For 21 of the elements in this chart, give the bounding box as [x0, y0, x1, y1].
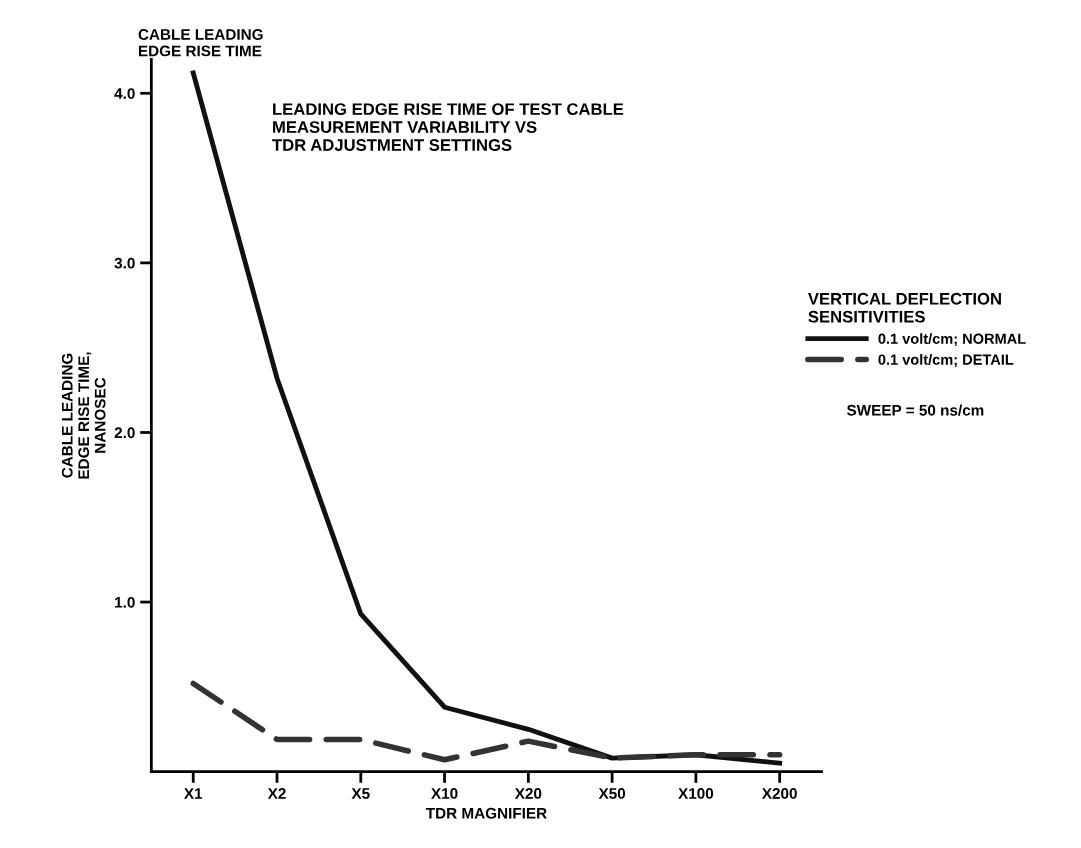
x-tick-label: X200 [761, 788, 797, 799]
x-tick-label: X1 [184, 788, 203, 799]
y-tick-label: 1.0 [115, 596, 135, 608]
x-tick-label: X5 [351, 788, 370, 799]
legend-title: VERTICAL DEFLECTION SENSITIVITIES [807, 292, 1001, 323]
y-tick-label: 3.0 [114, 257, 135, 269]
x-tick-label: X20 [514, 788, 542, 799]
x-tick-label: X2 [267, 788, 286, 799]
text: LEADING EDGE RISE TIME OF TEST CABLE MEASUREMENT VARIABILITY VS TDR ADJUSTMENT SETTINGS [272, 103, 624, 151]
legend-label: 0.1 volt/cm; DETAIL [878, 354, 1014, 367]
x-tick-label: X50 [598, 788, 626, 799]
legend-label: 0.1 volt/cm; NORMAL [878, 333, 1026, 347]
line-series [190, 70, 783, 766]
y-tick-label: 2.0 [114, 427, 135, 439]
text: SWEEP = 50 ns/cm [846, 404, 984, 416]
x-axis-title: TDR MAGNIFIER [425, 807, 547, 819]
text: CABLE LEADING EDGE RISE TIME [138, 29, 263, 57]
x-tick-label: X100 [678, 788, 714, 799]
y-tick-label: 4.0 [114, 88, 135, 99]
x-tick-label: X10 [431, 788, 458, 799]
y-axis-title: CABLE LEADING EDGE RISE TIME, NANOSEC [61, 352, 106, 479]
